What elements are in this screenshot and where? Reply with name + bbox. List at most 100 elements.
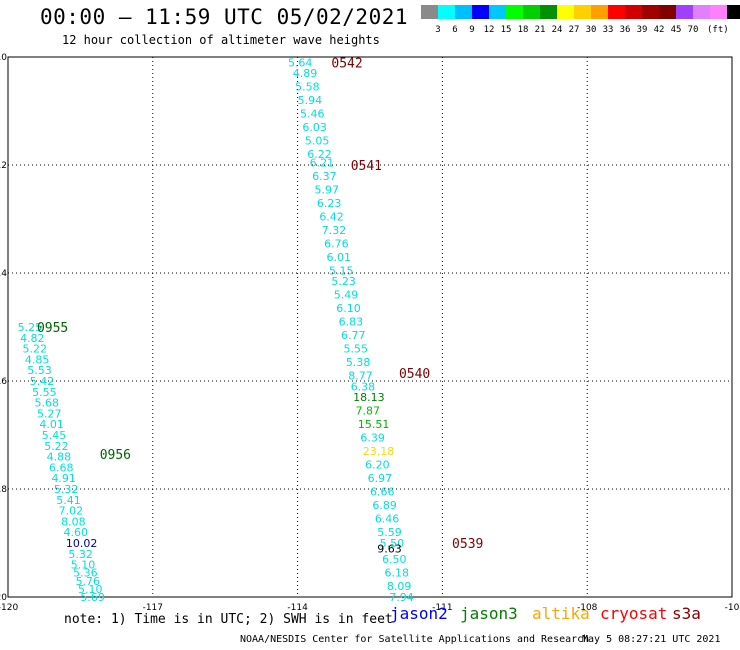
color-scale-swatch xyxy=(625,5,642,19)
swh-value: 4.88 xyxy=(47,451,72,464)
swh-value: 5.97 xyxy=(314,183,339,196)
color-scale-swatch xyxy=(523,5,540,19)
x-tick-label: -114 xyxy=(287,603,308,613)
swh-value: 5.41 xyxy=(56,494,80,507)
swh-value: 6.38 xyxy=(351,380,376,393)
color-scale-label: 39 xyxy=(636,25,648,35)
swh-value: 5.10 xyxy=(78,583,103,596)
swh-value: 5.94 xyxy=(298,94,323,107)
swh-value: 7.02 xyxy=(59,505,84,518)
footer-timestamp: May 5 08:27:21 UTC 2021 xyxy=(582,634,721,645)
x-tick-label: -108 xyxy=(577,603,598,613)
swh-value: 5.38 xyxy=(346,356,371,369)
legend-cryosat: cryosat xyxy=(600,604,668,623)
legend-jason3: jason3 xyxy=(460,604,518,623)
legend-altika: altika xyxy=(532,604,590,623)
color-scale-swatch xyxy=(557,5,574,19)
swh-value: 5.25 xyxy=(18,321,43,334)
color-scale-swatch xyxy=(540,5,557,19)
swh-value: 5.22 xyxy=(22,343,47,356)
swh-value: 15.51 xyxy=(358,418,390,431)
swh-value: 7.87 xyxy=(356,405,381,418)
x-tick-label: -120 xyxy=(0,603,18,613)
color-scale-label: 36 xyxy=(619,25,631,35)
swh-value: 6.03 xyxy=(302,121,327,134)
swh-value: 6.37 xyxy=(312,170,337,183)
color-scale-label: 24 xyxy=(551,25,563,35)
swh-value: 4.91 xyxy=(51,472,76,485)
swh-value: 6.01 xyxy=(327,251,352,264)
color-scale-swatch xyxy=(608,5,625,19)
color-scale-swatch xyxy=(693,5,710,19)
color-scale-swatch xyxy=(421,5,438,19)
color-scale-swatch xyxy=(727,5,740,19)
color-scale-label: 42 xyxy=(653,25,665,35)
color-scale-swatch xyxy=(710,5,727,19)
color-scale-label: 21 xyxy=(534,25,546,35)
pass-time-label: 0542 xyxy=(331,56,362,71)
swh-value: 6.83 xyxy=(339,316,364,329)
swh-value: 4.01 xyxy=(39,418,64,431)
color-scale-label: 15 xyxy=(500,25,512,35)
y-tick-label: -12 xyxy=(0,161,7,171)
swh-value: 6.42 xyxy=(319,210,344,223)
swh-value: 6.50 xyxy=(382,553,407,566)
y-tick-label: -18 xyxy=(0,485,7,495)
swh-value: 7.32 xyxy=(322,224,347,237)
color-scale-label: 45 xyxy=(670,25,682,35)
swh-value: 6.21 xyxy=(310,156,335,169)
swh-value: 6.76 xyxy=(324,237,349,250)
swh-value: 10.02 xyxy=(66,537,98,550)
swh-value: 6.77 xyxy=(341,329,366,342)
color-scale-label: 18 xyxy=(517,25,529,35)
swh-value: 5.46 xyxy=(300,108,325,121)
pass-time-label: 0956 xyxy=(100,448,131,463)
pass-time-label: 0539 xyxy=(452,537,483,552)
swh-value: 4.89 xyxy=(293,67,318,80)
swh-value: 5.32 xyxy=(68,548,93,561)
legend-s3a: s3a xyxy=(672,604,701,623)
swh-value: 5.55 xyxy=(32,386,57,399)
swh-value: 8.77 xyxy=(348,370,373,383)
swh-value: 7.94 xyxy=(389,591,414,604)
swh-value: 6.39 xyxy=(360,432,385,445)
swh-value: 23.18 xyxy=(363,445,395,458)
x-tick-label: -10 xyxy=(725,603,740,613)
swh-value: 9.63 xyxy=(377,542,402,555)
color-scale-label: 33 xyxy=(602,25,614,35)
pass-time-label: 0540 xyxy=(399,367,430,382)
swh-value: 4.85 xyxy=(25,353,50,366)
color-scale-swatch xyxy=(591,5,608,19)
color-scale-swatch xyxy=(659,5,676,19)
swh-value: 4.82 xyxy=(20,332,45,345)
color-scale-swatch xyxy=(472,5,489,19)
swh-value: 5.27 xyxy=(37,407,62,420)
swh-value: 5.59 xyxy=(377,526,402,539)
color-scale-swatch xyxy=(574,5,591,19)
swh-value: 6.20 xyxy=(365,459,390,472)
swh-value: 6.10 xyxy=(336,302,361,315)
color-scale-label: (ft) xyxy=(707,25,729,35)
swh-value: 5.32 xyxy=(54,483,79,496)
y-tick-label: -10 xyxy=(0,53,7,63)
color-scale-label: 27 xyxy=(568,25,580,35)
swh-value: 5.50 xyxy=(380,537,405,550)
x-tick-label: -117 xyxy=(143,603,163,613)
color-scale-swatch xyxy=(455,5,472,19)
color-scale-swatch xyxy=(642,5,659,19)
swh-value: 5.23 xyxy=(331,275,356,288)
x-tick-label: -111 xyxy=(432,603,452,613)
y-tick-label: -16 xyxy=(0,377,7,387)
y-tick-label: -20 xyxy=(0,593,7,603)
swh-value: 4.60 xyxy=(64,526,89,539)
swh-value: 5.68 xyxy=(35,397,60,410)
color-scale-swatch xyxy=(489,5,506,19)
color-scale-label: 30 xyxy=(585,25,597,35)
legend-jason2: jason2 xyxy=(390,604,448,623)
swh-value: 5.10 xyxy=(71,559,96,572)
swh-value: 5.49 xyxy=(334,289,359,302)
swh-value: 5.53 xyxy=(27,364,52,377)
swh-value: 6.23 xyxy=(317,197,342,210)
y-tick-label: -14 xyxy=(0,269,7,279)
